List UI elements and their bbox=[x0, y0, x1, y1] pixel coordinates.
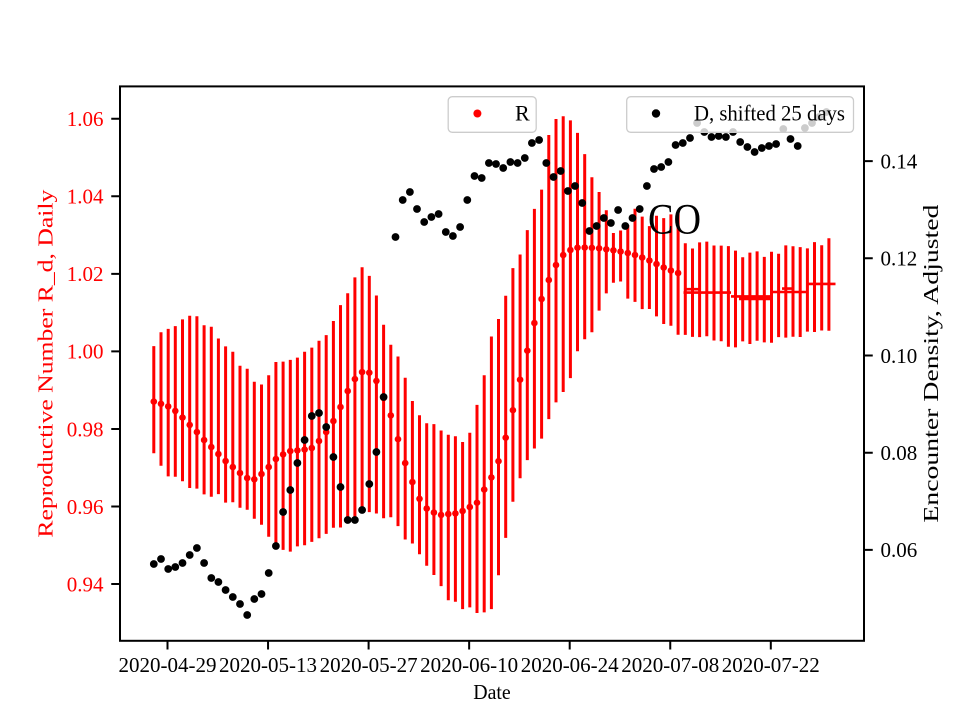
svg-text:2020-06-24: 2020-06-24 bbox=[521, 653, 619, 677]
svg-text:Reproductive Number R_d, Daily: Reproductive Number R_d, Daily bbox=[34, 189, 58, 538]
svg-text:0.12: 0.12 bbox=[881, 247, 918, 271]
svg-text:2020-07-08: 2020-07-08 bbox=[621, 653, 719, 677]
svg-text:0.94: 0.94 bbox=[67, 572, 104, 596]
svg-text:D, shifted 25 days: D, shifted 25 days bbox=[694, 101, 845, 126]
svg-text:R: R bbox=[515, 101, 530, 126]
svg-text:0.14: 0.14 bbox=[881, 149, 918, 173]
svg-text:2020-05-27: 2020-05-27 bbox=[320, 653, 418, 677]
svg-text:0.10: 0.10 bbox=[881, 344, 918, 368]
svg-text:1.06: 1.06 bbox=[67, 107, 104, 131]
svg-text:2020-07-22: 2020-07-22 bbox=[722, 653, 820, 677]
svg-text:1.00: 1.00 bbox=[67, 340, 104, 364]
svg-text:2020-04-29: 2020-04-29 bbox=[119, 653, 217, 677]
svg-text:CO: CO bbox=[648, 197, 701, 244]
svg-text:0.96: 0.96 bbox=[67, 495, 104, 519]
svg-text:1.02: 1.02 bbox=[67, 262, 104, 286]
svg-text:2020-05-13: 2020-05-13 bbox=[219, 653, 317, 677]
svg-text:Encounter Density, Adjusted: Encounter Density, Adjusted bbox=[919, 204, 943, 523]
svg-text:0.08: 0.08 bbox=[881, 441, 918, 465]
svg-text:Date: Date bbox=[473, 680, 511, 704]
svg-text:0.06: 0.06 bbox=[881, 538, 918, 562]
svg-text:1.04: 1.04 bbox=[67, 185, 104, 209]
svg-text:0.98: 0.98 bbox=[67, 417, 104, 441]
svg-text:2020-06-10: 2020-06-10 bbox=[420, 653, 518, 677]
